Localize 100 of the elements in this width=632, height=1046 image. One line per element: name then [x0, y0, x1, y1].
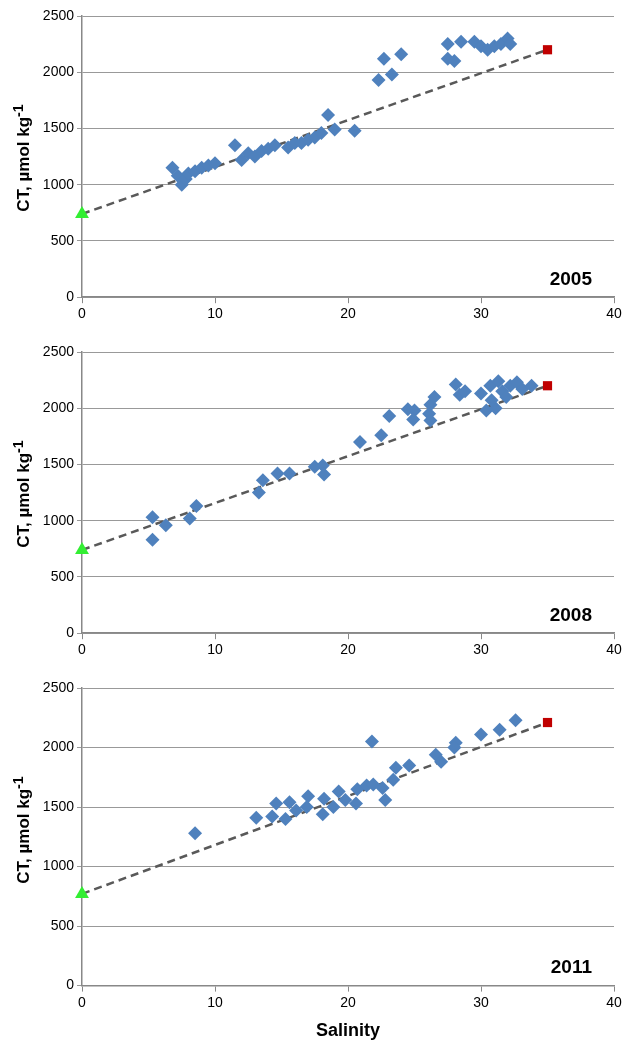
- y-tick-label: 1000: [42, 857, 75, 874]
- point: [448, 377, 463, 392]
- y-tick-label: 1500: [42, 119, 75, 136]
- point: [301, 789, 316, 804]
- y-tick-label: 0: [66, 976, 75, 993]
- point: [326, 800, 341, 815]
- y-tick-label: 1000: [42, 175, 75, 192]
- point: [270, 466, 285, 481]
- point: [386, 772, 401, 787]
- point: [508, 713, 523, 728]
- point: [317, 467, 332, 482]
- point: [227, 138, 242, 153]
- y-tick-label: 2000: [42, 738, 75, 755]
- x-tick-label: 10: [207, 993, 223, 1010]
- point: [352, 434, 367, 449]
- x-tick-label: 10: [207, 641, 223, 658]
- point: [434, 754, 449, 769]
- y-tick-label: 2500: [42, 678, 75, 695]
- x-tick-label: 20: [340, 641, 356, 658]
- x-axis-title: Salinity: [315, 1020, 381, 1041]
- point: [145, 510, 160, 525]
- x-tick-label: 10: [207, 305, 223, 322]
- point: [249, 810, 264, 825]
- y-tick-label: 2500: [42, 342, 75, 359]
- point: [282, 466, 297, 481]
- point: [371, 73, 386, 88]
- x-tick-label: 0: [78, 305, 87, 322]
- point: [427, 389, 442, 404]
- point: [315, 807, 330, 822]
- point: [483, 378, 498, 393]
- y-tick-label: 500: [50, 916, 75, 933]
- point: [388, 760, 403, 775]
- y-tick-label: 1000: [42, 511, 75, 528]
- point: [484, 393, 499, 408]
- point: [406, 412, 421, 427]
- point: [384, 67, 399, 82]
- point: [314, 125, 329, 140]
- y-tick-label: 2500: [42, 6, 75, 23]
- point: [364, 734, 379, 749]
- point: [423, 397, 438, 412]
- point: [265, 809, 280, 824]
- x-tick-label: 30: [473, 305, 489, 322]
- point: [515, 382, 530, 397]
- point: [348, 796, 363, 811]
- x-tick-label: 0: [78, 641, 87, 658]
- point: [492, 722, 507, 737]
- point: [188, 826, 203, 841]
- point: [255, 473, 270, 488]
- point: [374, 428, 389, 443]
- point: [378, 792, 393, 807]
- point: [282, 795, 297, 810]
- point: [182, 511, 197, 526]
- point: [165, 160, 180, 175]
- annotation: 2011: [550, 956, 593, 978]
- y-tick-label: 1500: [42, 455, 75, 472]
- point: [524, 378, 539, 393]
- point: [542, 717, 553, 728]
- point: [479, 403, 494, 418]
- point: [382, 409, 397, 424]
- point: [542, 381, 553, 391]
- y-tick-label: 0: [66, 624, 75, 641]
- point: [454, 34, 469, 49]
- annotation: 2008: [549, 603, 592, 625]
- point: [267, 138, 282, 153]
- point: [474, 727, 488, 742]
- y-tick-label: 500: [50, 567, 75, 584]
- point: [394, 47, 409, 62]
- x-tick-label: 0: [78, 993, 87, 1010]
- point: [338, 792, 353, 807]
- point: [350, 782, 365, 797]
- point: [542, 45, 553, 55]
- x-tick-label: 20: [340, 305, 356, 322]
- point: [234, 152, 249, 167]
- x-tick-label: 30: [473, 993, 489, 1010]
- y-tick-label: 500: [50, 231, 75, 248]
- point: [321, 107, 336, 122]
- point: [289, 803, 304, 818]
- point: [474, 386, 488, 401]
- y-tick-label: 0: [66, 288, 75, 305]
- point: [491, 374, 506, 389]
- point: [317, 791, 332, 806]
- point: [208, 156, 222, 171]
- point: [440, 37, 455, 52]
- y-tick-label: 1500: [42, 797, 75, 814]
- point: [458, 384, 473, 399]
- x-tick-label: 40: [606, 305, 622, 322]
- x-tick-label: 30: [473, 641, 489, 658]
- point: [278, 811, 293, 826]
- point: [269, 796, 284, 811]
- point: [158, 518, 173, 533]
- point: [299, 800, 314, 815]
- point: [145, 532, 160, 547]
- x-tick-label: 40: [606, 993, 622, 1010]
- point: [189, 499, 204, 514]
- point: [251, 485, 266, 500]
- x-tick-label: 20: [340, 993, 356, 1010]
- point: [376, 51, 391, 66]
- point: [375, 780, 390, 795]
- y-tick-label: 2000: [42, 63, 75, 80]
- x-tick-label: 40: [606, 641, 622, 658]
